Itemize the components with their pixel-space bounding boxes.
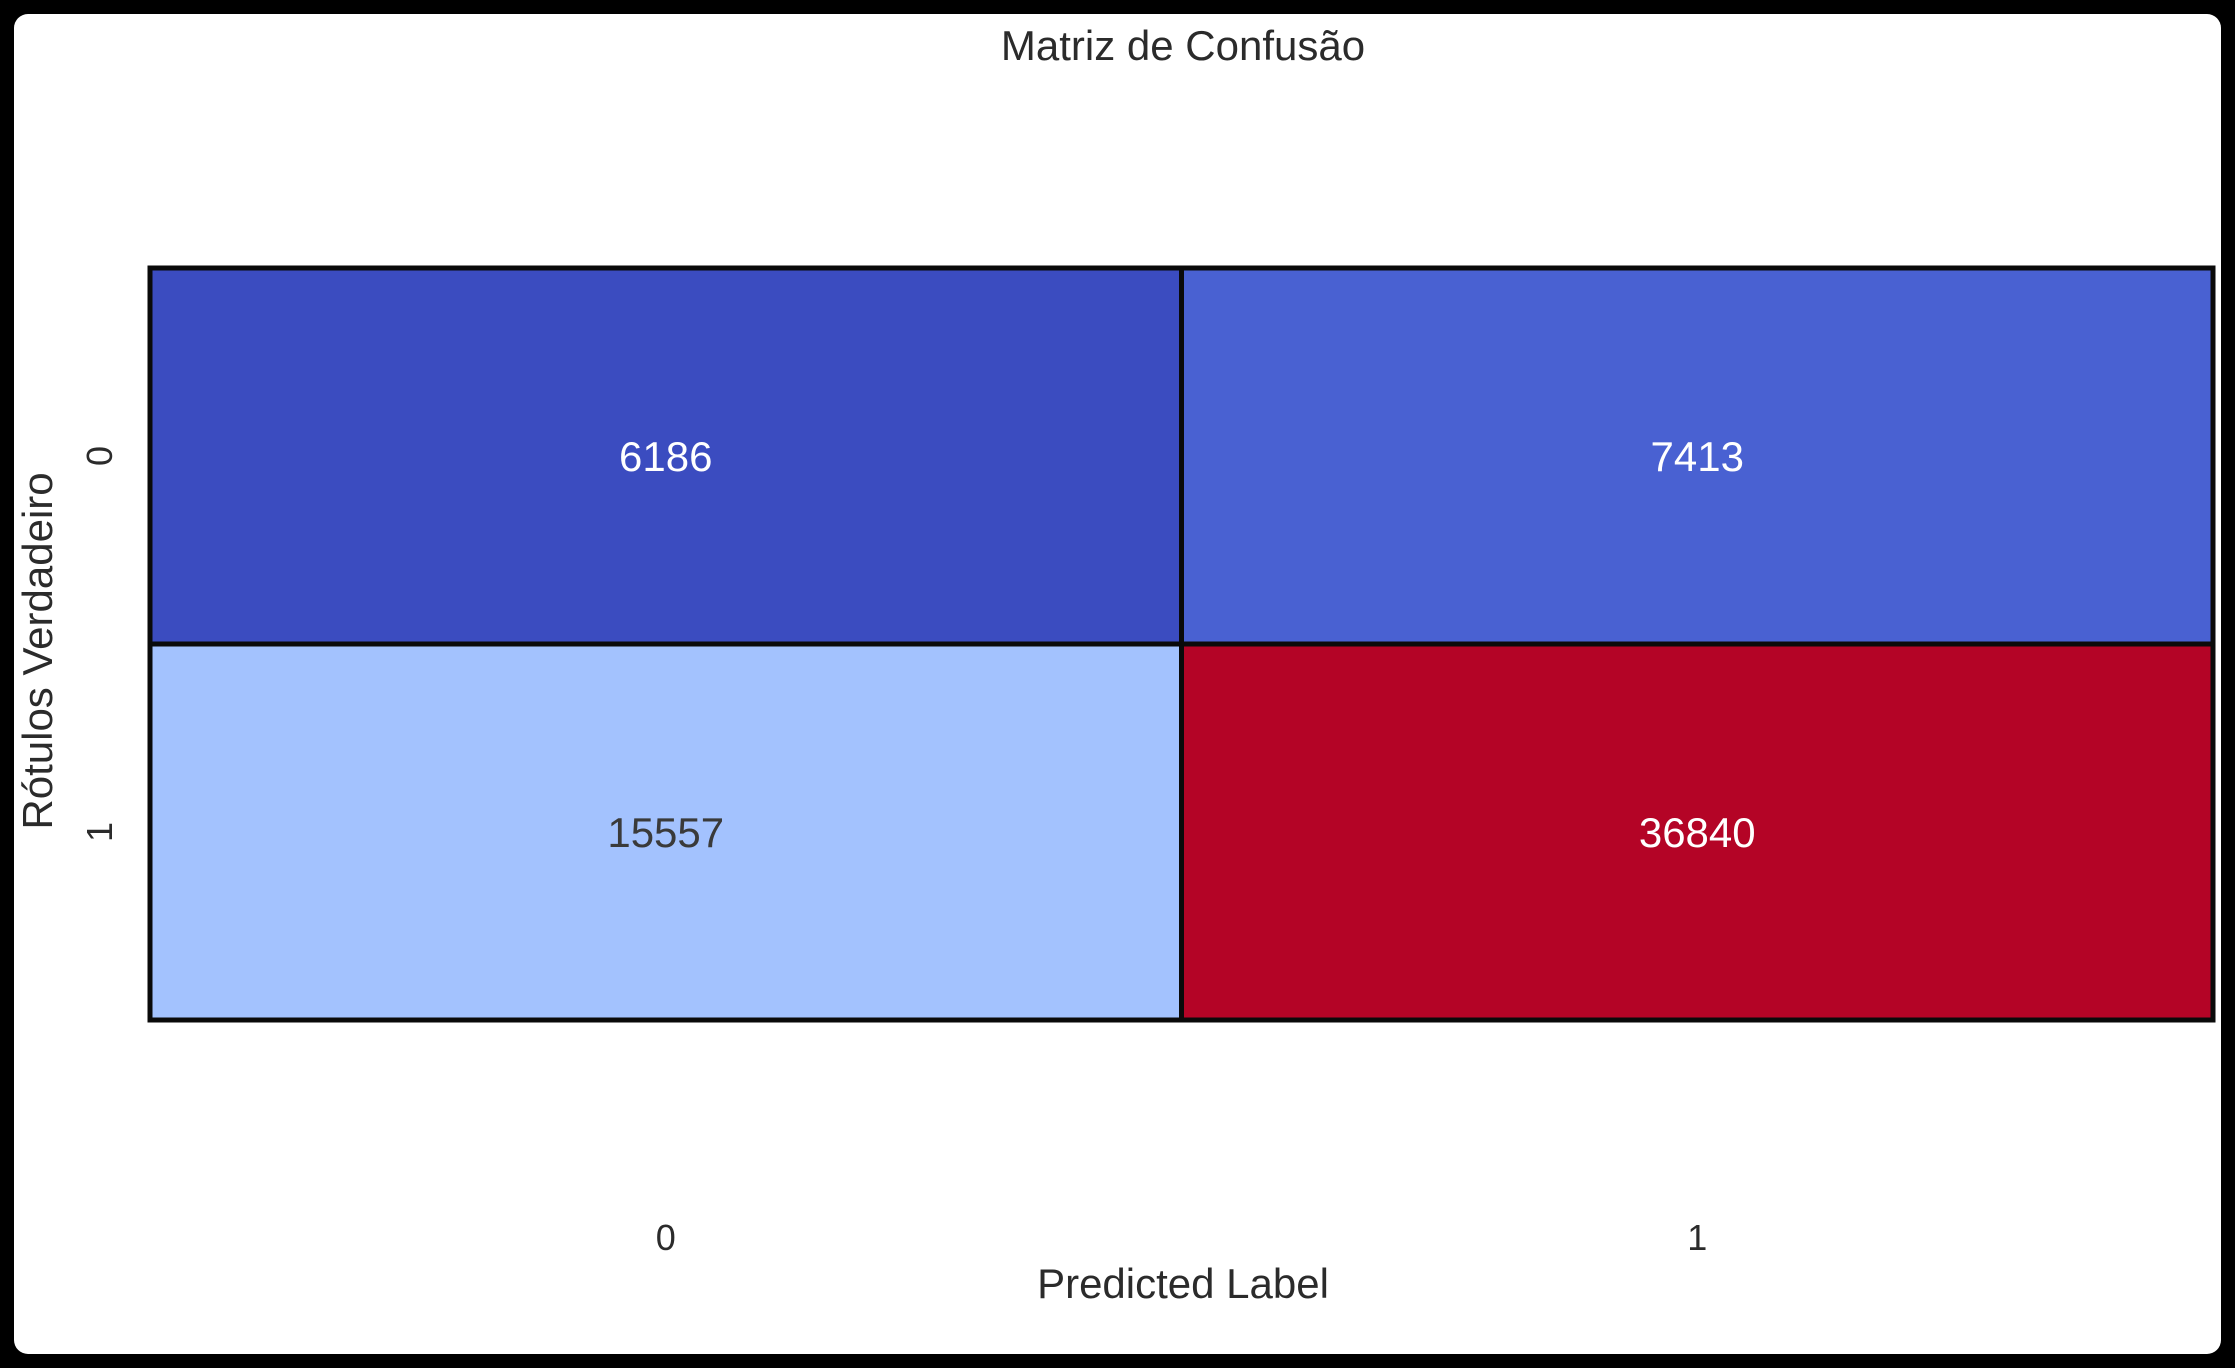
cell-value-r0-c0: 6186	[619, 433, 712, 480]
heatmap-cell-labels: 6186 7413 15557 36840	[607, 433, 1755, 856]
y-tick-label-1: 1	[79, 822, 120, 842]
y-axis-label: Rótulos Verdadeiro	[14, 472, 61, 829]
heatmap-cell-r0-c0	[147, 265, 1184, 647]
x-tick-label-1: 1	[1687, 1217, 1707, 1258]
heatmap-cell-r1-c0	[147, 641, 1184, 1023]
cell-value-r0-c1: 7413	[1651, 433, 1744, 480]
heatmap-cell-r0-c1	[1179, 265, 2216, 647]
heatmap-cells	[147, 265, 2216, 1023]
heatmap-cell-r1-c1	[1179, 641, 2216, 1023]
chart-title: Matriz de Confusão	[1001, 22, 1365, 69]
x-axis-label: Predicted Label	[1037, 1260, 1329, 1307]
x-tick-label-0: 0	[656, 1217, 676, 1258]
cell-value-r1-c0: 15557	[607, 809, 724, 856]
cell-value-r1-c1: 36840	[1639, 809, 1756, 856]
y-tick-labels: 01	[79, 446, 120, 842]
y-tick-label-0: 0	[79, 446, 120, 466]
